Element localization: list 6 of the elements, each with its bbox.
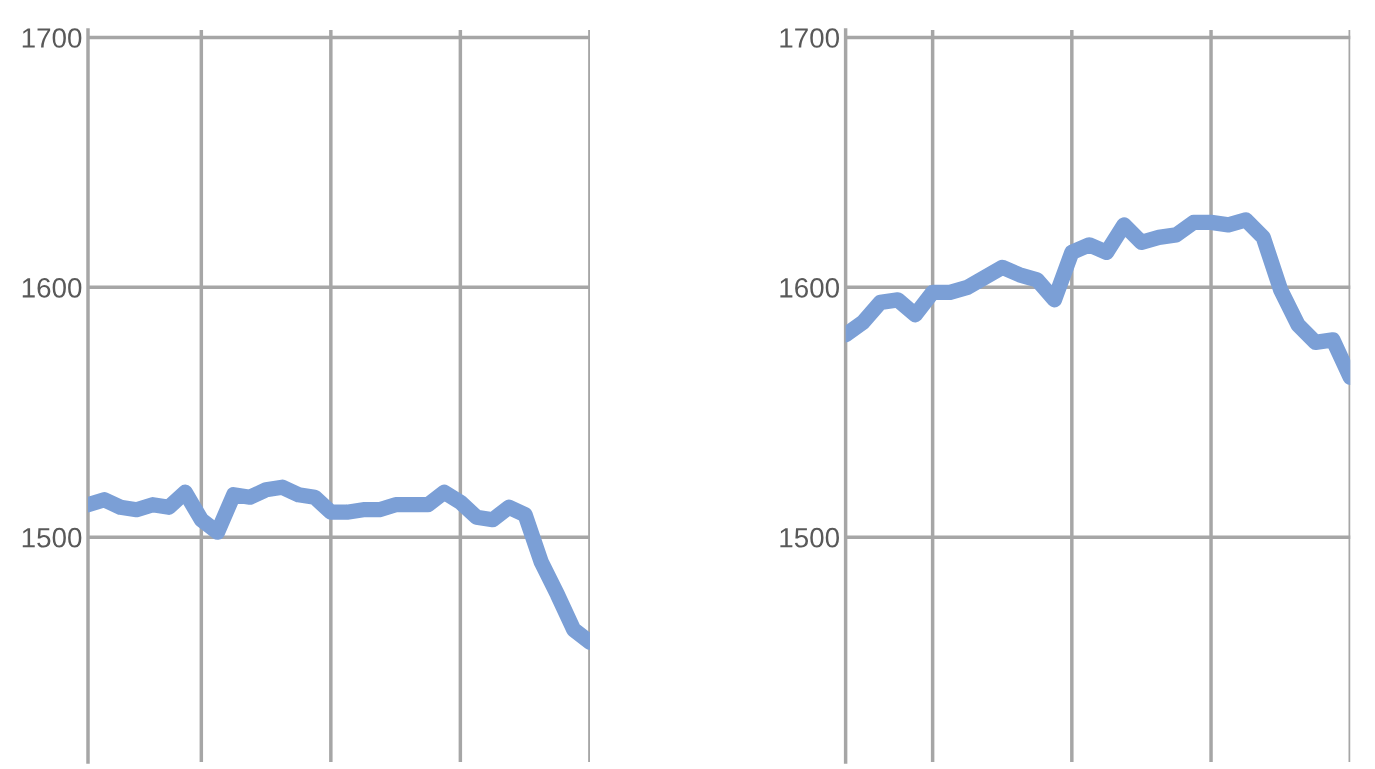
y-tick-label: 1700 bbox=[22, 28, 82, 48]
y-tick-label: 1500 bbox=[780, 527, 839, 548]
y-tick-label: 1500 bbox=[22, 527, 82, 548]
y-tick-label: 1700 bbox=[780, 28, 839, 48]
y-tick-label: 1600 bbox=[22, 278, 82, 298]
y-tick-label: 1600 bbox=[780, 278, 839, 298]
